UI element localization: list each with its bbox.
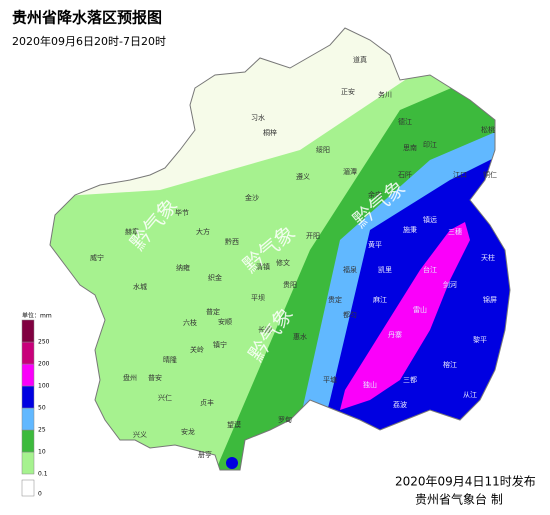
place-label: 纳雍 — [176, 263, 190, 272]
area-torrential — [340, 222, 470, 410]
place-label: 台江 — [423, 265, 437, 274]
place-label: 大方 — [196, 227, 210, 236]
place-label: 习水 — [251, 113, 265, 122]
place-label: 金沙 — [245, 193, 259, 202]
place-label: 望谟 — [227, 420, 241, 429]
place-label: 江口 — [453, 171, 467, 179]
subtitle: 2020年09月6日20时-7日20时 — [12, 34, 166, 48]
place-label: 德江 — [398, 117, 412, 126]
legend-swatch — [21, 363, 35, 387]
legend-label: 10 — [38, 449, 46, 456]
place-label: 惠水 — [293, 332, 307, 341]
place-label: 册亨 — [198, 450, 212, 459]
place-label: 榕江 — [443, 360, 457, 369]
place-label: 道真 — [353, 55, 367, 64]
place-label: 丹寨 — [388, 330, 402, 339]
legend-swatch — [21, 451, 35, 475]
place-label: 罗甸 — [278, 415, 292, 424]
place-label: 福泉 — [343, 265, 357, 274]
legend-label: 200 — [38, 361, 50, 368]
place-label: 赫章 — [125, 227, 139, 236]
producer: 贵州省气象台 制 — [415, 492, 503, 507]
place-label: 锦屏 — [483, 295, 497, 304]
place-label: 凯里 — [378, 265, 392, 274]
place-label: 贵定 — [328, 295, 342, 304]
place-label: 余庆 — [368, 190, 382, 199]
legend-label: 0.1 — [38, 471, 48, 478]
place-label: 正安 — [341, 87, 355, 96]
place-label: 黄平 — [368, 240, 382, 249]
place-label: 开阳 — [306, 231, 320, 240]
place-label: 普定 — [206, 307, 220, 316]
place-label: 雷山 — [413, 305, 427, 314]
place-label: 六枝 — [183, 318, 197, 327]
legend-swatch — [21, 319, 35, 343]
place-label: 兴义 — [133, 430, 147, 439]
legend-unit: 单位：mm — [22, 312, 52, 320]
place-label: 思南 — [403, 143, 417, 152]
place-label: 毕节 — [175, 208, 189, 217]
place-label: 黎平 — [473, 335, 487, 344]
place-label: 盘州 — [123, 373, 137, 382]
place-label: 水城 — [133, 282, 147, 291]
place-label: 务川 — [378, 90, 392, 99]
place-label: 晴隆 — [163, 355, 177, 364]
place-label: 从江 — [463, 391, 477, 399]
place-label: 长顺 — [258, 325, 272, 334]
legend-swatch — [21, 407, 35, 431]
place-label: 麻江 — [373, 295, 387, 304]
province-border — [49, 27, 511, 471]
place-label: 松桃 — [481, 125, 495, 134]
area-heavy-spot — [226, 457, 238, 469]
place-label: 安龙 — [181, 427, 195, 436]
legend-label: 100 — [38, 383, 50, 390]
legend-label: 0 — [38, 491, 42, 498]
place-label: 三穗 — [448, 227, 462, 236]
place-label: 普安 — [148, 373, 162, 382]
place-label: 天柱 — [481, 253, 495, 262]
place-label: 清镇 — [256, 262, 270, 271]
place-label: 贵阳 — [283, 280, 297, 289]
place-label: 安顺 — [218, 317, 232, 326]
place-label: 平塘 — [323, 375, 337, 384]
issued-time: 2020年09月4日11时发布 — [395, 474, 536, 489]
legend-swatch — [21, 479, 35, 497]
place-label: 修文 — [276, 258, 290, 267]
place-label: 镇远 — [423, 215, 437, 224]
legend-label: 25 — [38, 427, 46, 434]
place-label: 遵义 — [296, 172, 310, 181]
place-label: 黔西 — [225, 237, 239, 246]
place-label: 镇宁 — [213, 340, 227, 349]
place-label: 贞丰 — [200, 398, 214, 407]
place-label: 平坝 — [251, 293, 265, 302]
place-label: 都匀 — [343, 310, 357, 319]
place-label: 石阡 — [398, 170, 412, 179]
legend-swatch — [21, 385, 35, 409]
place-label: 荔波 — [393, 400, 407, 409]
place-label: 独山 — [363, 380, 377, 389]
place-label: 桐梓 — [263, 128, 277, 137]
legend-label: 50 — [38, 405, 46, 412]
place-label: 印江 — [423, 141, 437, 149]
place-label: 三都 — [403, 376, 417, 384]
place-label: 铜仁 — [483, 170, 497, 179]
legend-swatch — [21, 341, 35, 365]
legend-label: 250 — [38, 339, 50, 346]
place-label: 兴仁 — [158, 393, 172, 402]
place-label: 织金 — [208, 273, 222, 282]
title: 贵州省降水落区预报图 — [12, 9, 162, 27]
place-label: 剑河 — [443, 280, 457, 289]
legend-swatch — [21, 429, 35, 453]
place-label: 关岭 — [190, 345, 204, 354]
place-label: 湄潭 — [343, 167, 357, 176]
place-label: 施秉 — [403, 225, 417, 234]
place-label: 绥阳 — [316, 145, 330, 154]
place-label: 威宁 — [90, 253, 104, 262]
